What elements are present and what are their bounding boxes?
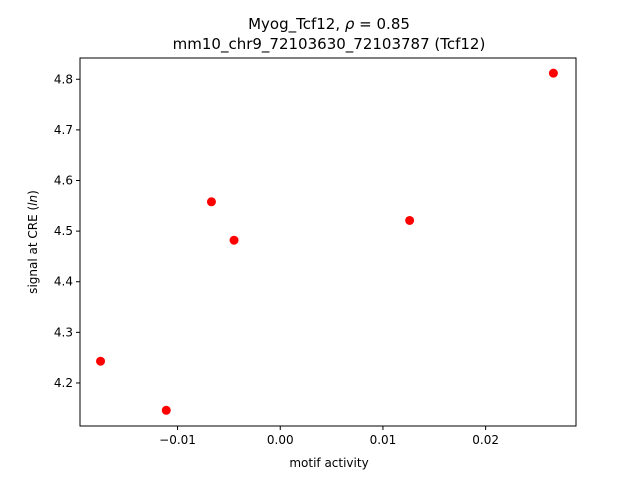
x-tick-label: 0.01: [370, 433, 397, 447]
data-point: [161, 405, 171, 415]
x-tick-label: 0.02: [472, 433, 499, 447]
y-axis-label: signal at CRE (ln): [26, 190, 40, 294]
plot-frame: [79, 57, 577, 427]
title-rho-value: = 0.85: [354, 15, 410, 33]
y-tick-label: 4.4: [54, 275, 73, 289]
x-tick-label: −0.01: [159, 433, 196, 447]
data-point: [548, 68, 558, 78]
chart-title-line1: Myog_Tcf12, ρ = 0.85: [248, 15, 410, 34]
x-tick-label: 0.00: [267, 433, 294, 447]
y-tick-label: 4.6: [54, 173, 73, 187]
y-tick-label: 4.8: [54, 72, 73, 86]
data-point: [405, 215, 415, 225]
y-tick-label: 4.2: [54, 376, 73, 390]
y-axis-label-unit: ln: [26, 195, 40, 206]
title-rho: ρ: [345, 15, 355, 33]
chart-title: Myog_Tcf12, ρ = 0.85 mm10_chr9_72103630_…: [173, 15, 486, 54]
x-axis-label: motif activity: [289, 456, 368, 470]
y-tick-label: 4.7: [54, 123, 73, 137]
data-point: [206, 197, 216, 207]
x-axis-ticks: −0.01 0.00 0.01 0.02: [159, 426, 499, 447]
data-points: [96, 68, 558, 415]
title-gene: Myog_Tcf12,: [248, 15, 345, 34]
plot-border: [79, 57, 577, 427]
y-axis-label-main: signal at CRE (: [26, 206, 40, 294]
y-tick-label: 4.3: [54, 325, 73, 339]
data-point: [96, 356, 106, 366]
data-point: [229, 235, 239, 245]
chart-title-line2: mm10_chr9_72103630_72103787 (Tcf12): [173, 35, 486, 54]
y-axis-ticks: 4.2 4.3 4.4 4.5 4.6 4.7 4.8: [54, 72, 80, 390]
y-tick-label: 4.5: [54, 224, 73, 238]
y-axis-label-close: ): [26, 190, 40, 195]
